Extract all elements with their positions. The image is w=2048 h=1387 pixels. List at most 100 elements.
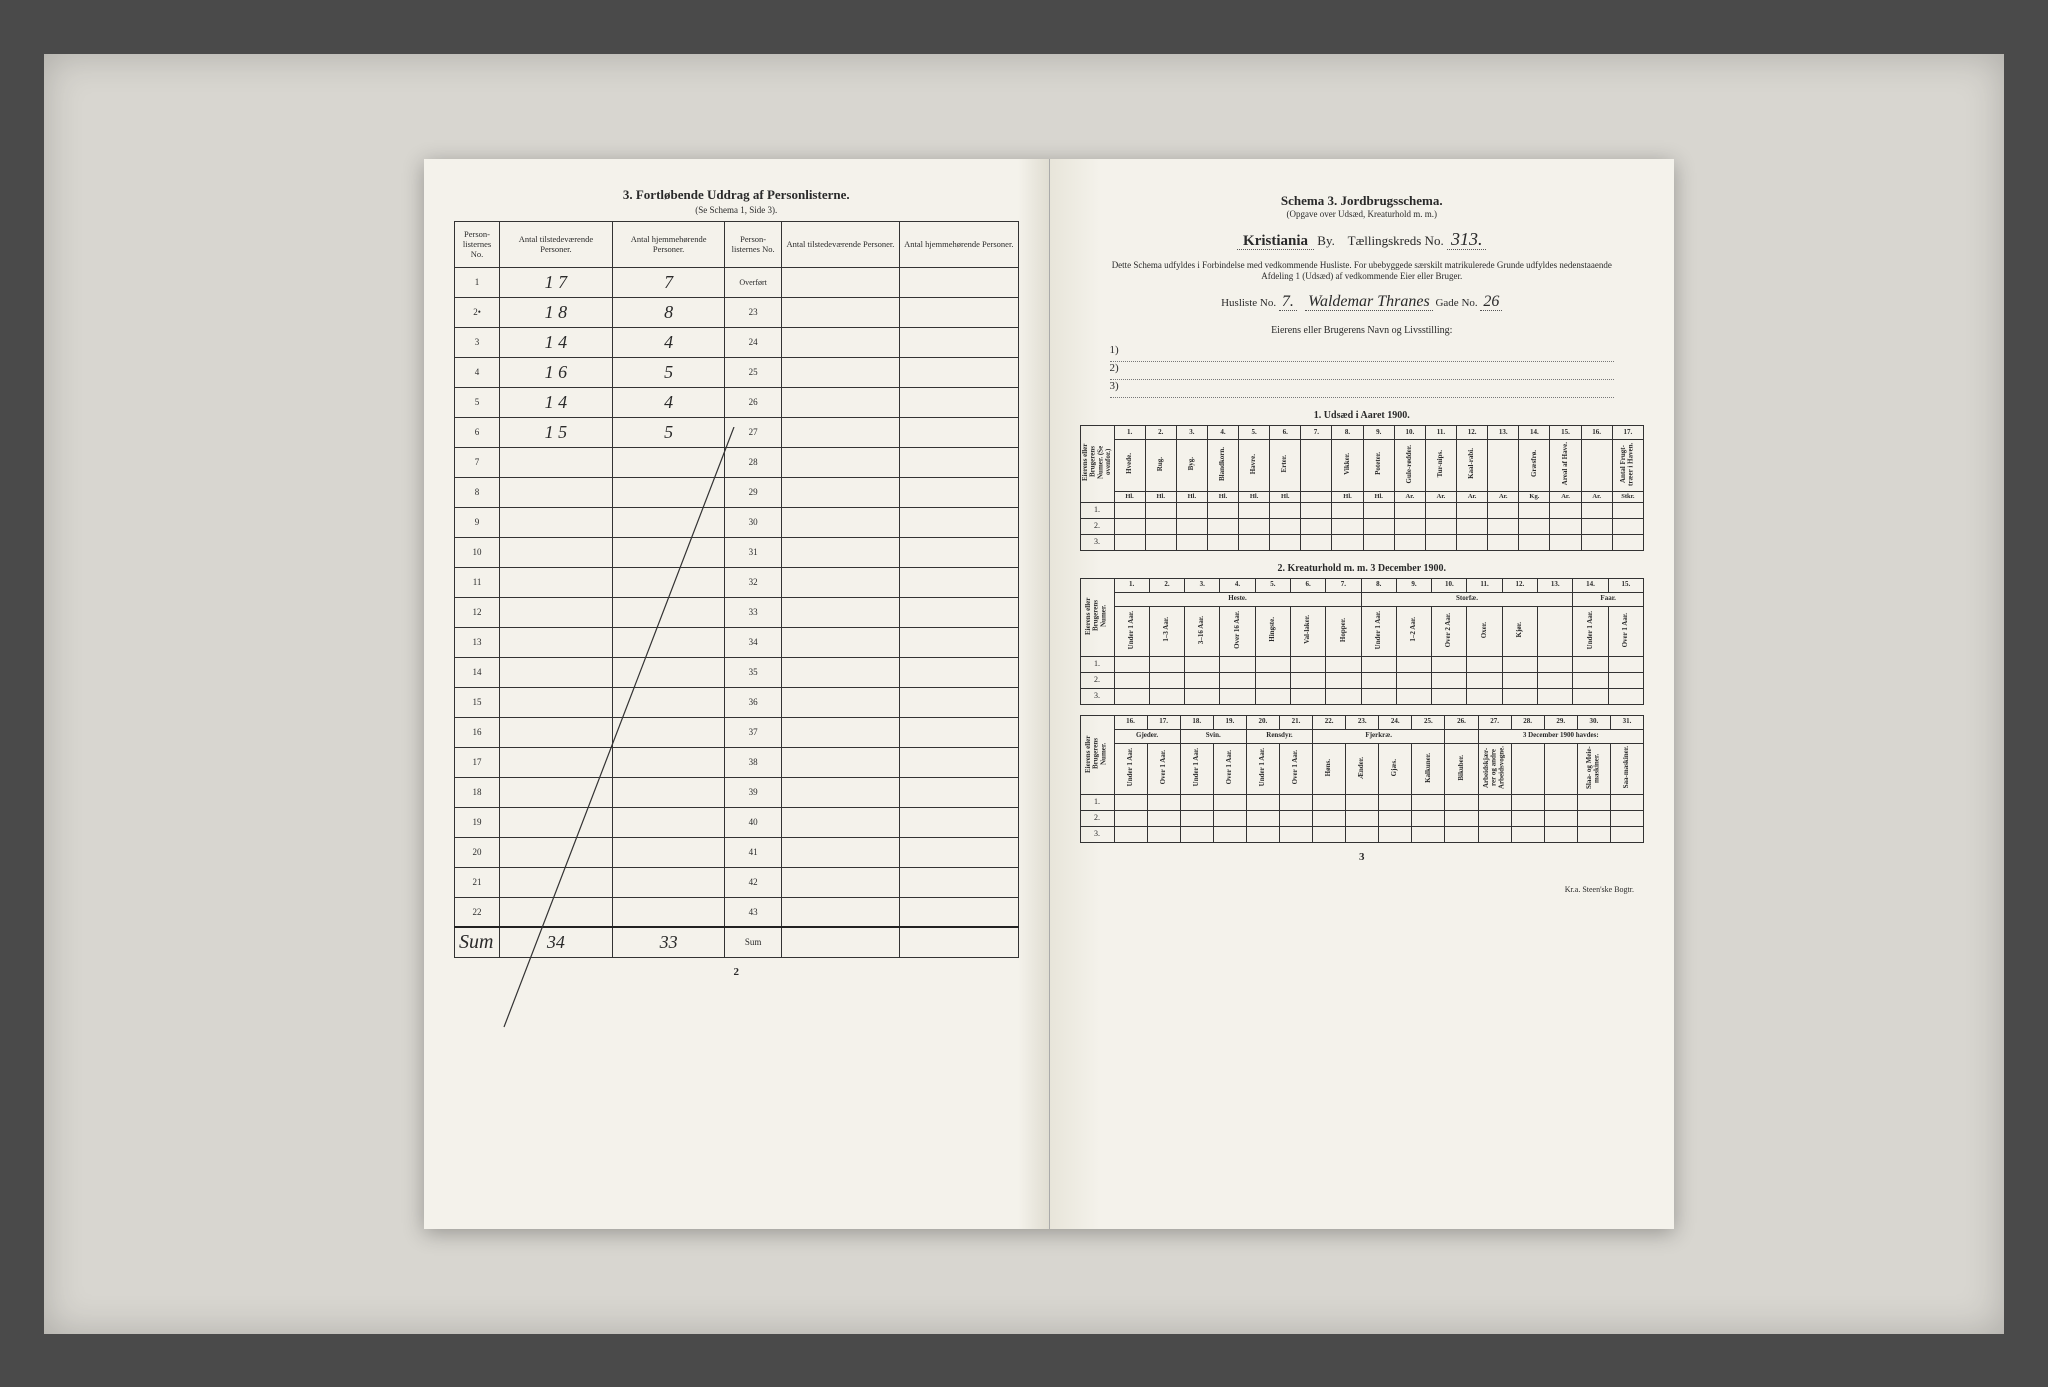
group-fjerkrae: Fjerkræ.	[1313, 729, 1445, 743]
col-num: 3.	[1185, 578, 1220, 592]
udsaed-table: Eierens eller Brugerens Numer. (Se ovenf…	[1080, 425, 1645, 551]
cell	[612, 477, 725, 507]
cell	[1511, 811, 1544, 827]
col-num: 4.	[1220, 578, 1255, 592]
cell	[900, 567, 1018, 597]
book-spread: 3. Fortløbende Uddrag af Personlisterne.…	[424, 159, 1674, 1229]
cell	[1279, 811, 1312, 827]
cell: 8	[612, 297, 725, 327]
cell	[900, 507, 1018, 537]
cell	[1279, 827, 1312, 843]
col-label	[1301, 439, 1332, 491]
col-label	[1488, 439, 1519, 491]
cell: 18	[455, 777, 500, 807]
cell: 5	[612, 417, 725, 447]
cell	[1396, 672, 1431, 688]
cell: Sum	[455, 927, 500, 957]
side-label: Eierens eller Brugerens Numer. (Se ovenf…	[1080, 425, 1114, 502]
col-label: Under 1 Aar.	[1114, 606, 1149, 656]
col-num: 31.	[1610, 715, 1643, 729]
cell	[1176, 502, 1207, 518]
col-num: 24.	[1379, 715, 1412, 729]
cell	[1363, 518, 1394, 534]
cell	[1326, 688, 1361, 704]
left-page: 3. Fortløbende Uddrag af Personlisterne.…	[424, 159, 1050, 1229]
cell: 12	[455, 597, 500, 627]
cell	[500, 597, 613, 627]
person-list-table: Person-listernes No. Antal tilstedeværen…	[454, 221, 1019, 958]
husliste-line: Husliste No. 7. Waldemar Thranes Gade No…	[1080, 293, 1645, 311]
cell	[1379, 827, 1412, 843]
scan-frame: 3. Fortløbende Uddrag af Personlisterne.…	[44, 54, 2004, 1334]
cell	[900, 387, 1018, 417]
col-label: Hvede.	[1114, 439, 1145, 491]
cell	[1361, 688, 1396, 704]
cell: 5	[455, 387, 500, 417]
cell: 1 5	[500, 417, 613, 447]
col-label: Over 1 Aar.	[1608, 606, 1643, 656]
cell	[781, 597, 899, 627]
cell	[1550, 534, 1581, 550]
cell	[500, 567, 613, 597]
cell: 22	[455, 897, 500, 927]
cell	[900, 777, 1018, 807]
cell: 34	[500, 927, 613, 957]
cell	[1255, 656, 1290, 672]
cell	[781, 687, 899, 717]
cell	[1301, 502, 1332, 518]
cell	[1213, 795, 1246, 811]
cell	[781, 267, 899, 297]
col-num: 3.	[1176, 425, 1207, 439]
cell	[612, 537, 725, 567]
right-page-number: 3	[1080, 851, 1645, 863]
cell: 35	[725, 657, 781, 687]
cell	[781, 297, 899, 327]
col-label: Græsfrø.	[1519, 439, 1550, 491]
table-row: 1031	[455, 537, 1019, 567]
section-2-head: 2. Kreaturhold m. m. 3 December 1900.	[1080, 563, 1645, 574]
col-num: 17.	[1612, 425, 1643, 439]
cell	[900, 747, 1018, 777]
cell	[900, 297, 1018, 327]
cell	[1346, 827, 1379, 843]
cell: 15	[455, 687, 500, 717]
cell	[1270, 502, 1301, 518]
col-num: 10.	[1394, 425, 1425, 439]
cell: 1 6	[500, 357, 613, 387]
cell	[900, 837, 1018, 867]
table-row: 2243	[455, 897, 1019, 927]
data-row: 1.	[1080, 502, 1644, 518]
cell: 4	[455, 357, 500, 387]
group-storfe: Storfæ.	[1361, 592, 1573, 606]
col-num: 1.	[1114, 425, 1145, 439]
cell: 8	[455, 477, 500, 507]
cell	[1608, 688, 1643, 704]
cell: 2•	[455, 297, 500, 327]
cell: Overført	[725, 267, 781, 297]
cell	[900, 327, 1018, 357]
gade-no: 26	[1480, 293, 1502, 311]
cell	[1379, 811, 1412, 827]
cell	[1412, 827, 1445, 843]
cell	[1363, 502, 1394, 518]
cell	[1114, 672, 1149, 688]
cell	[1412, 795, 1445, 811]
cell	[1544, 795, 1577, 811]
cell	[1511, 795, 1544, 811]
cell: 37	[725, 717, 781, 747]
cell	[1538, 656, 1573, 672]
unit: Ar.	[1457, 491, 1488, 502]
col-num: 11.	[1425, 425, 1456, 439]
group-gjeder: Gjeder.	[1114, 729, 1180, 743]
col-num: 9.	[1396, 578, 1431, 592]
cell	[781, 867, 899, 897]
cell	[1114, 534, 1145, 550]
col-label: Antal Frugt-træer i Haven.	[1612, 439, 1643, 491]
cell	[612, 597, 725, 627]
cell	[1149, 688, 1184, 704]
cell	[1467, 688, 1502, 704]
col-num: 11.	[1467, 578, 1502, 592]
cell	[1114, 688, 1149, 704]
cell	[1246, 795, 1279, 811]
cell	[1290, 688, 1325, 704]
